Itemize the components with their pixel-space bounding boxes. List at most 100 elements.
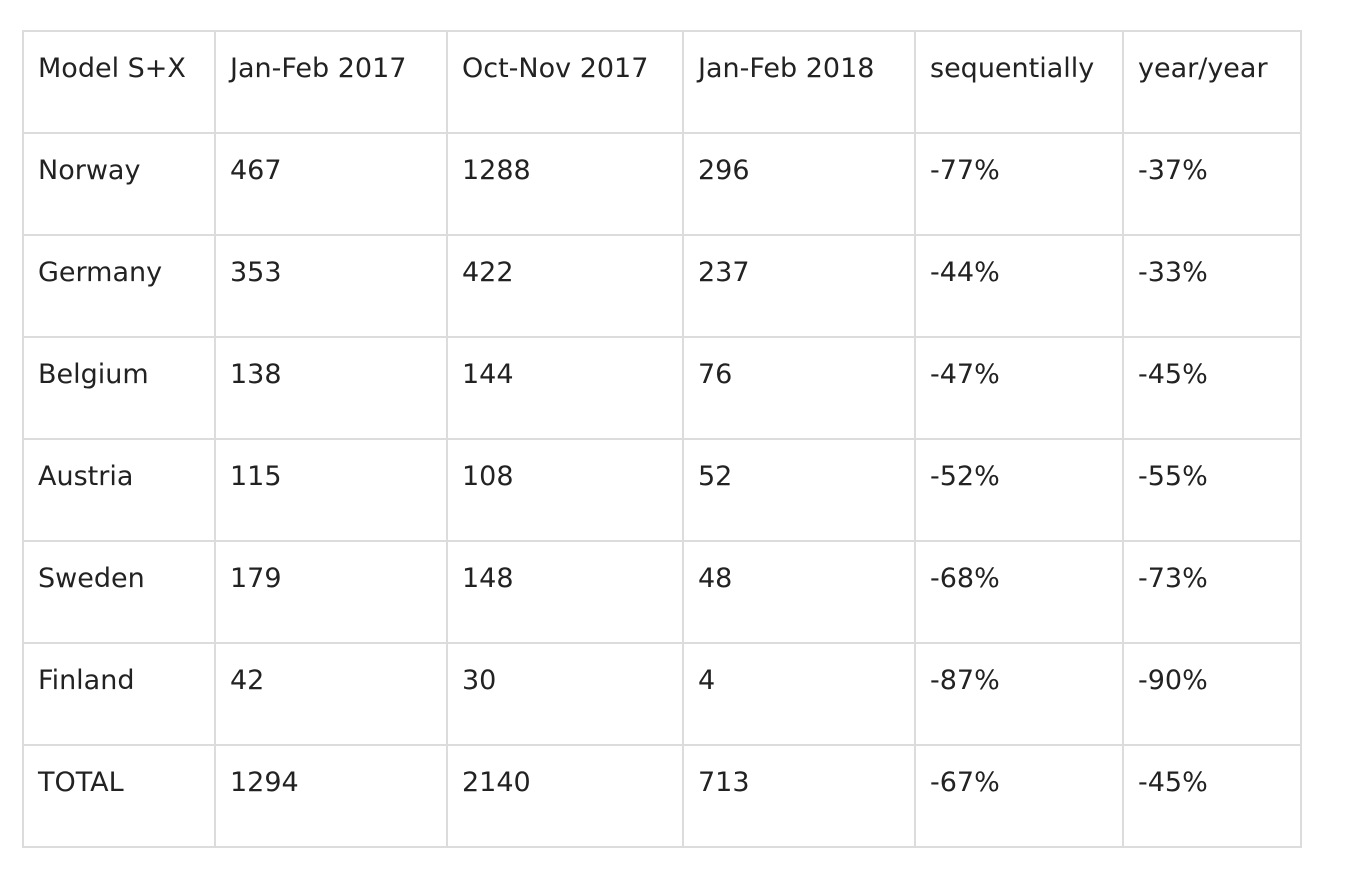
value-cell: -52% <box>914 438 1124 542</box>
cell-value: 115 <box>230 461 282 492</box>
value-cell: 467 <box>214 132 448 236</box>
row-label: Belgium <box>38 359 149 390</box>
cell-value: 422 <box>462 257 514 288</box>
row-label: Finland <box>38 665 135 696</box>
value-cell: 76 <box>682 336 916 440</box>
cell-value: 296 <box>698 155 750 186</box>
row-label-cell: Finland <box>22 642 216 746</box>
header-text: Jan-Feb 2018 <box>698 53 875 84</box>
header-cell: Jan-Feb 2018 <box>682 30 916 134</box>
header-row: Model S+X Jan-Feb 2017 Oct-Nov 2017 Jan-… <box>22 30 1302 134</box>
value-cell: -67% <box>914 744 1124 848</box>
cell-value: 76 <box>698 359 733 390</box>
table-row: Norway 467 1288 296 -77% -37% <box>22 132 1302 236</box>
cell-value: 1294 <box>230 767 299 798</box>
table-row: Austria 115 108 52 -52% -55% <box>22 438 1302 542</box>
cell-value: 467 <box>230 155 282 186</box>
cell-value: -90% <box>1138 665 1208 696</box>
row-label: Sweden <box>38 563 145 594</box>
row-label-cell: Norway <box>22 132 216 236</box>
header-cell: Oct-Nov 2017 <box>446 30 684 134</box>
table-row: Finland 42 30 4 -87% -90% <box>22 642 1302 746</box>
value-cell: 4 <box>682 642 916 746</box>
header-text: sequentially <box>930 53 1095 84</box>
table-body: Norway 467 1288 296 -77% -37% Germany 353 422 237… <box>22 132 1302 848</box>
value-cell: -33% <box>1122 234 1302 338</box>
cell-value: -45% <box>1138 359 1208 390</box>
table-row: Sweden 179 148 48 -68% -73% <box>22 540 1302 644</box>
cell-value: -52% <box>930 461 1000 492</box>
value-cell: 296 <box>682 132 916 236</box>
value-cell: 1288 <box>446 132 684 236</box>
cell-value: -47% <box>930 359 1000 390</box>
value-cell: 138 <box>214 336 448 440</box>
cell-value: 2140 <box>462 767 531 798</box>
header-cell: Jan-Feb 2017 <box>214 30 448 134</box>
cell-value: -77% <box>930 155 1000 186</box>
row-label-cell: Germany <box>22 234 216 338</box>
value-cell: 108 <box>446 438 684 542</box>
cell-value: -44% <box>930 257 1000 288</box>
header-text: year/year <box>1138 53 1268 84</box>
cell-value: 179 <box>230 563 282 594</box>
cell-value: 144 <box>462 359 514 390</box>
cell-value: 30 <box>462 665 497 696</box>
value-cell: 422 <box>446 234 684 338</box>
cell-value: 353 <box>230 257 282 288</box>
cell-value: -67% <box>930 767 1000 798</box>
value-cell: 52 <box>682 438 916 542</box>
row-label-cell: Austria <box>22 438 216 542</box>
row-label: Germany <box>38 257 163 288</box>
header-cell: Model S+X <box>22 30 216 134</box>
row-label-cell: Belgium <box>22 336 216 440</box>
cell-value: -68% <box>930 563 1000 594</box>
cell-value: 148 <box>462 563 514 594</box>
value-cell: 353 <box>214 234 448 338</box>
value-cell: 144 <box>446 336 684 440</box>
value-cell: 42 <box>214 642 448 746</box>
cell-value: 48 <box>698 563 733 594</box>
value-cell: -47% <box>914 336 1124 440</box>
value-cell: 2140 <box>446 744 684 848</box>
value-cell: 237 <box>682 234 916 338</box>
value-cell: 179 <box>214 540 448 644</box>
header-text: Jan-Feb 2017 <box>230 53 407 84</box>
value-cell: 30 <box>446 642 684 746</box>
cell-value: -37% <box>1138 155 1208 186</box>
cell-value: 138 <box>230 359 282 390</box>
value-cell: -45% <box>1122 744 1302 848</box>
value-cell: -87% <box>914 642 1124 746</box>
value-cell: -55% <box>1122 438 1302 542</box>
cell-value: 42 <box>230 665 265 696</box>
cell-value: 1288 <box>462 155 531 186</box>
cell-value: -45% <box>1138 767 1208 798</box>
value-cell: 713 <box>682 744 916 848</box>
cell-value: 713 <box>698 767 750 798</box>
value-cell: 1294 <box>214 744 448 848</box>
value-cell: 148 <box>446 540 684 644</box>
cell-value: -55% <box>1138 461 1208 492</box>
value-cell: -45% <box>1122 336 1302 440</box>
table-row: Germany 353 422 237 -44% -33% <box>22 234 1302 338</box>
row-label: TOTAL <box>38 767 124 798</box>
cell-value: -73% <box>1138 563 1208 594</box>
cell-value: -87% <box>930 665 1000 696</box>
header-text: Model S+X <box>38 53 186 84</box>
table-row: TOTAL 1294 2140 713 -67% -45% <box>22 744 1302 848</box>
header-text: Oct-Nov 2017 <box>462 53 649 84</box>
row-label: Austria <box>38 461 134 492</box>
cell-value: 237 <box>698 257 750 288</box>
value-cell: -77% <box>914 132 1124 236</box>
value-cell: 48 <box>682 540 916 644</box>
value-cell: -44% <box>914 234 1124 338</box>
cell-value: -33% <box>1138 257 1208 288</box>
cell-value: 108 <box>462 461 514 492</box>
data-table: Model S+X Jan-Feb 2017 Oct-Nov 2017 Jan-… <box>22 30 1302 848</box>
cell-value: 52 <box>698 461 733 492</box>
row-label-cell: TOTAL <box>22 744 216 848</box>
value-cell: -37% <box>1122 132 1302 236</box>
value-cell: -68% <box>914 540 1124 644</box>
header-cell: year/year <box>1122 30 1302 134</box>
value-cell: -90% <box>1122 642 1302 746</box>
table-row: Belgium 138 144 76 -47% -45% <box>22 336 1302 440</box>
